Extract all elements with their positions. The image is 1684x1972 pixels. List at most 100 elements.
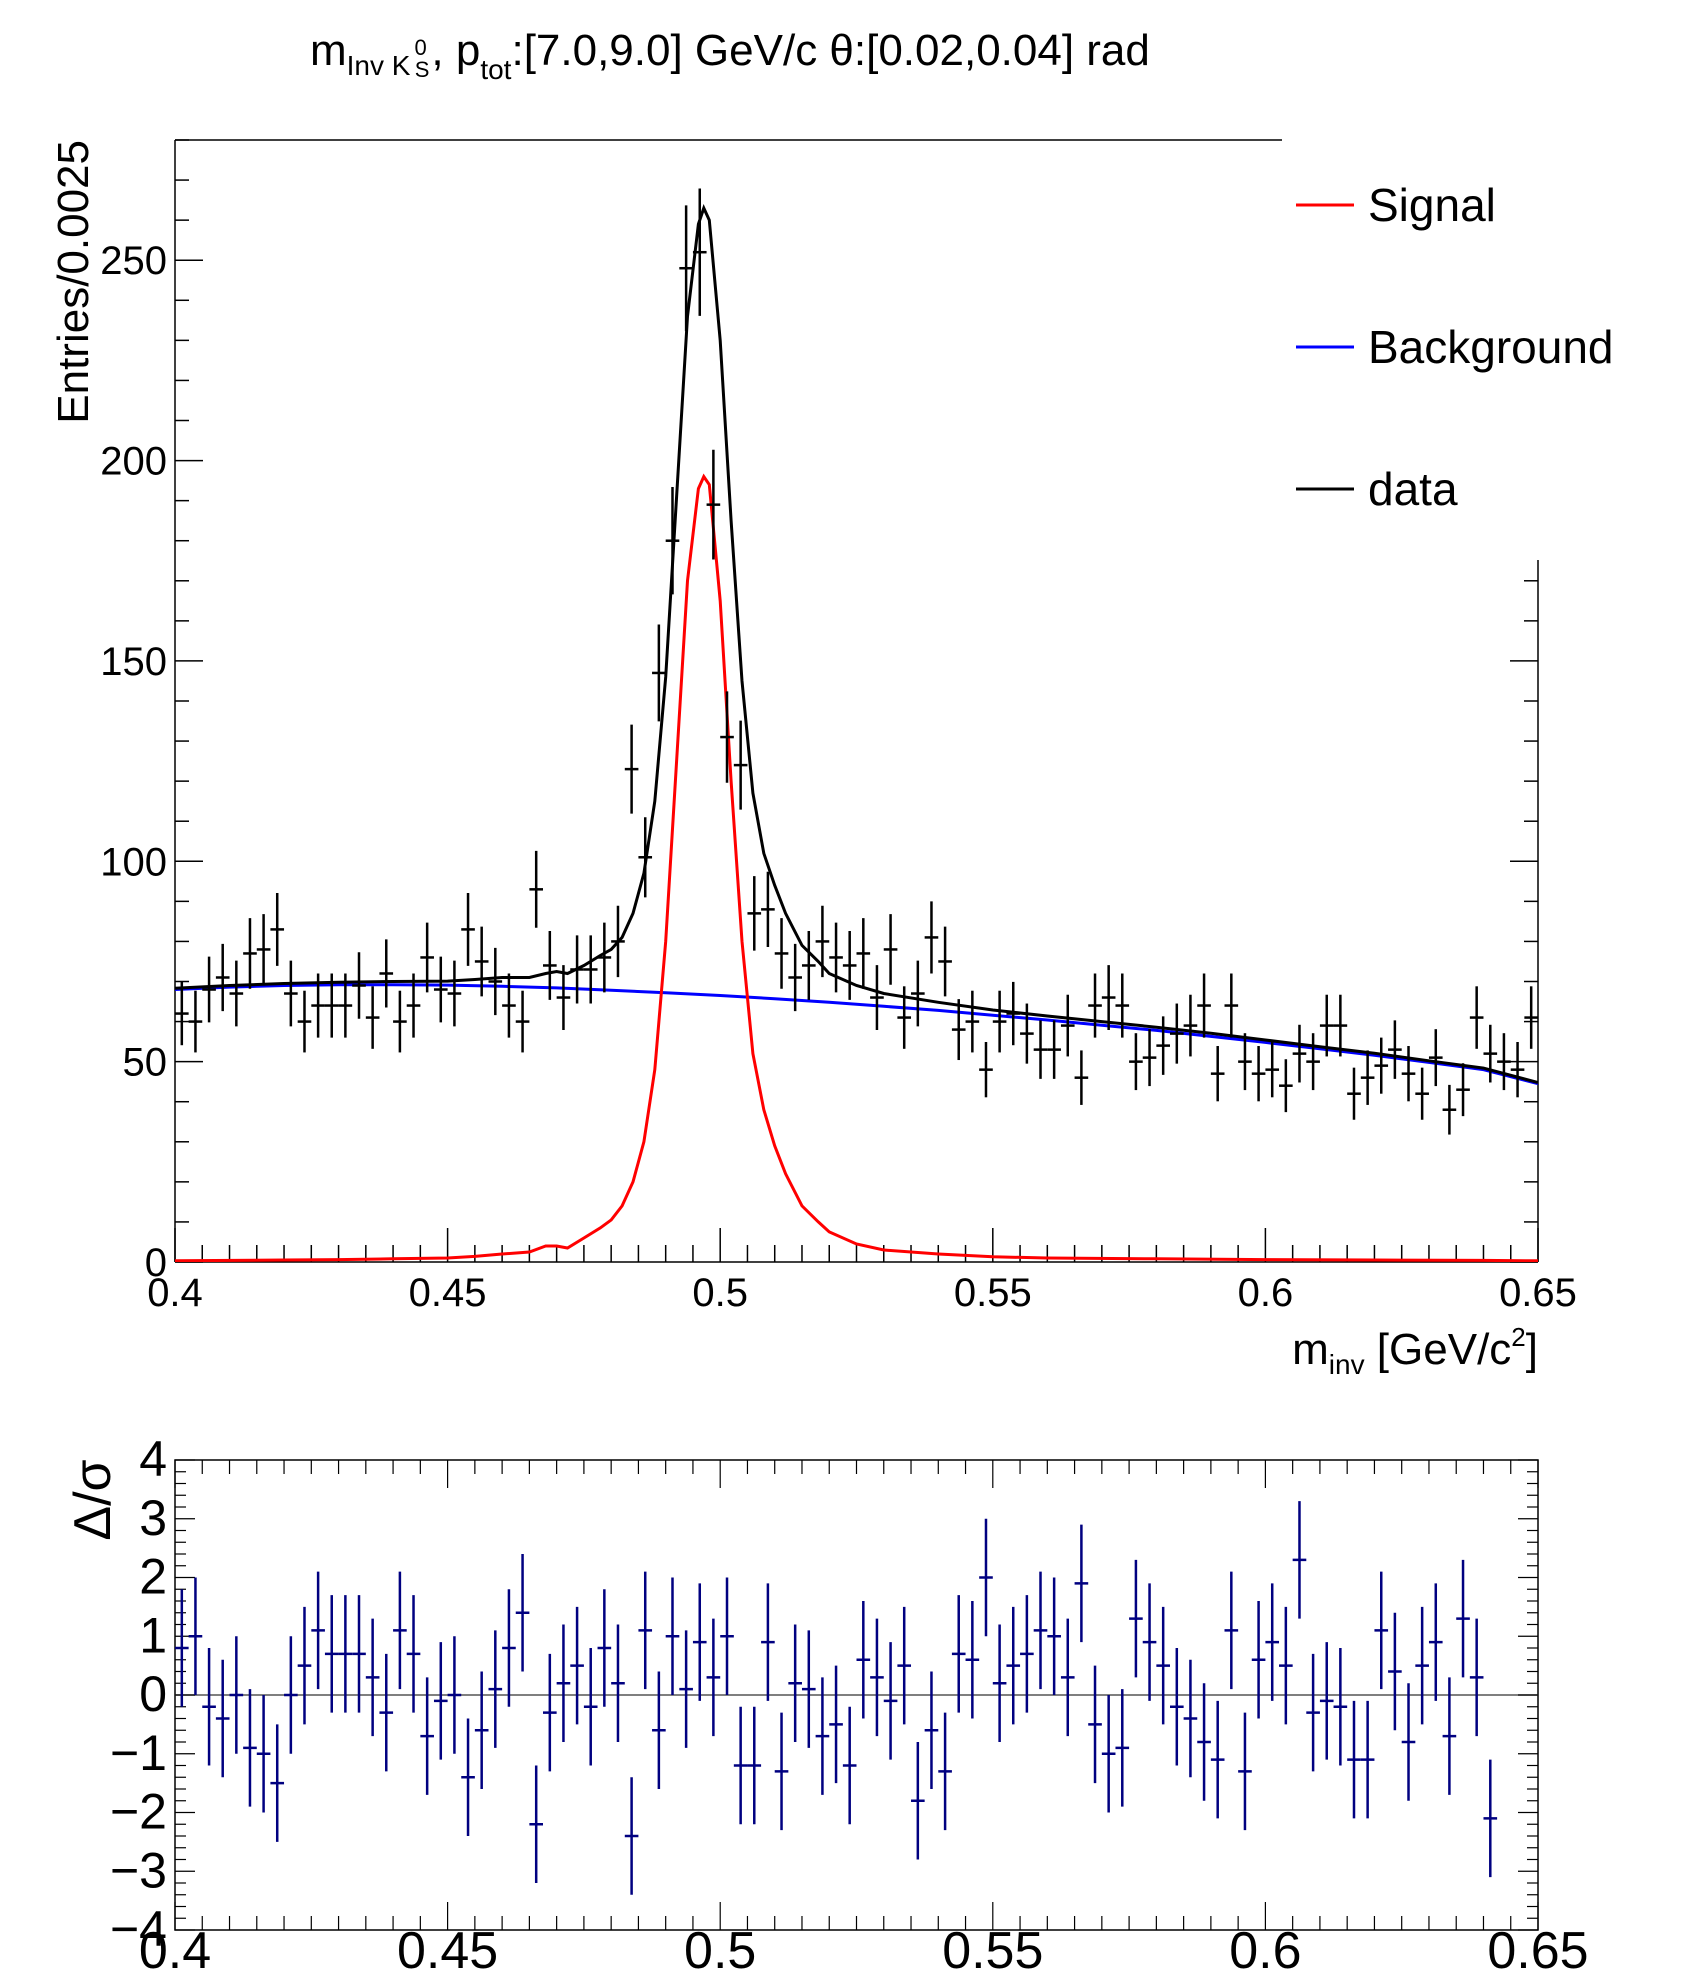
pull-x-tick-label: 0.45: [397, 1922, 498, 1972]
data-point: [747, 876, 762, 951]
data-point: [1006, 981, 1021, 1046]
data-point: [515, 990, 530, 1053]
pull-point: [965, 1601, 980, 1719]
pull-point: [979, 1518, 993, 1637]
pull-point: [175, 1589, 189, 1707]
data-point: [324, 973, 339, 1038]
y-tick-label: 100: [100, 840, 167, 884]
x-axis-label-sup: 2: [1511, 1322, 1525, 1352]
data-point: [188, 990, 203, 1053]
pull-point: [1088, 1665, 1102, 1784]
data-point: [379, 939, 394, 1008]
x-axis-label-unit: [GeV/c: [1365, 1325, 1512, 1374]
pull-point: [324, 1595, 339, 1713]
pull-point: [611, 1624, 625, 1742]
data-point: [229, 960, 244, 1027]
pull-point: [1319, 1642, 1334, 1760]
data-point: [883, 914, 898, 985]
x-axis-label: minv [GeV/c2]: [1292, 1322, 1538, 1380]
pull-point: [1224, 1571, 1239, 1690]
data-fit-curve: [175, 204, 1538, 1084]
pull-y-tick-label: 0: [139, 1666, 167, 1722]
data-point: [979, 1042, 993, 1098]
pull-point: [488, 1630, 503, 1748]
pull-point: [652, 1671, 666, 1789]
pull-point: [1197, 1683, 1211, 1801]
pull-point: [1265, 1583, 1280, 1701]
data-point: [1456, 1063, 1470, 1117]
pull-point: [202, 1648, 216, 1766]
data-point: [406, 973, 421, 1038]
y-tick-label: 250: [100, 239, 167, 283]
pull-y-tick-label: −4: [110, 1901, 167, 1957]
pull-x-tick-label: 0.4: [139, 1922, 211, 1972]
pull-y-tick-label: 1: [139, 1607, 167, 1663]
pull-point: [1210, 1700, 1225, 1819]
y-tick-label: 50: [123, 1041, 168, 1085]
pull-point: [515, 1554, 530, 1672]
pull-point: [311, 1571, 325, 1690]
data-point: [856, 918, 871, 989]
pull-y-tick-label: −2: [110, 1784, 167, 1840]
pull-point: [570, 1606, 584, 1725]
x-tick-label: 0.6: [1238, 1271, 1294, 1315]
pull-point: [665, 1577, 680, 1695]
pull-x-tick-label: 0.55: [942, 1922, 1043, 1972]
pull-point: [1374, 1571, 1389, 1690]
pull-point: [788, 1624, 802, 1742]
pull-point: [352, 1595, 366, 1713]
data-point: [1129, 1033, 1143, 1091]
x-axis-label-main: m: [1292, 1325, 1329, 1374]
pull-point: [406, 1595, 421, 1713]
pull-y-tick-label: 3: [139, 1490, 167, 1546]
data-point: [897, 986, 912, 1049]
data-point: [692, 188, 707, 316]
data-point: [1524, 986, 1538, 1049]
pull-point: [1469, 1618, 1484, 1737]
data-point: [638, 817, 653, 898]
data-point: [474, 926, 489, 997]
pull-point: [761, 1583, 775, 1701]
pull-y-tick-label: −3: [110, 1842, 167, 1898]
pull-point: [1347, 1700, 1361, 1819]
y-tick-label: 0: [145, 1241, 167, 1285]
data-point: [624, 724, 639, 814]
data-point: [1388, 1020, 1402, 1079]
data-point: [1088, 973, 1102, 1038]
data-point: [1415, 1067, 1429, 1120]
data-point: [338, 973, 353, 1038]
data-point: [911, 960, 925, 1027]
data-point: [1183, 994, 1198, 1057]
pull-y-tick-label: −1: [110, 1725, 167, 1781]
pull-point: [1060, 1618, 1075, 1737]
data-point: [583, 935, 598, 1004]
pull-point: [1456, 1559, 1470, 1678]
data-point: [665, 487, 680, 595]
legend-label-data: data: [1368, 463, 1458, 515]
pull-point: [338, 1595, 353, 1713]
data-point: [1306, 1033, 1320, 1091]
pull-point: [1183, 1659, 1198, 1778]
data-point: [243, 918, 257, 989]
data-point: [1333, 994, 1348, 1057]
pull-point: [543, 1653, 557, 1772]
data-point: [938, 926, 952, 997]
pull-point: [215, 1659, 230, 1778]
data-point: [815, 905, 830, 978]
data-point: [433, 956, 448, 1023]
signal-curve: [175, 473, 1538, 1262]
data-point: [870, 965, 884, 1030]
data-point: [1115, 973, 1130, 1038]
x-tick-label: 0.65: [1499, 1271, 1577, 1315]
data-point: [720, 691, 734, 783]
data-point: [1442, 1084, 1457, 1135]
pull-point: [256, 1695, 271, 1813]
data-point: [1428, 1029, 1443, 1087]
data-point: [597, 922, 612, 993]
y-tick-label: 200: [100, 440, 167, 484]
pull-x-tick-label: 0.65: [1487, 1922, 1588, 1972]
pull-y-tick-label: 4: [139, 1431, 167, 1487]
pull-point: [447, 1636, 462, 1754]
data-point: [1101, 965, 1116, 1030]
